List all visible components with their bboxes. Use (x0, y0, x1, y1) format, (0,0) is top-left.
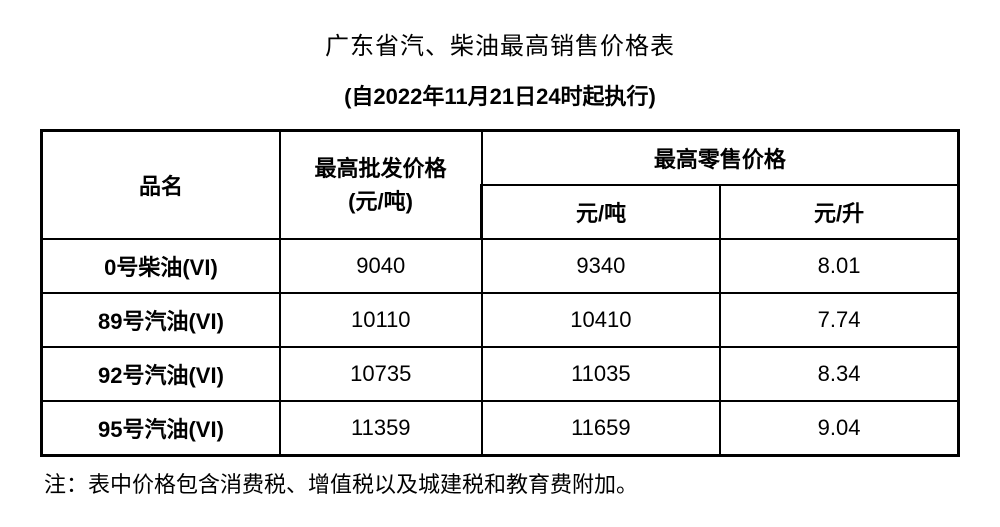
header-retail-liter: 元/升 (720, 185, 958, 239)
table-row: 95号汽油(VI) 11359 11659 9.04 (42, 401, 959, 456)
cell-name: 95号汽油(VI) (42, 401, 280, 456)
cell-name: 92号汽油(VI) (42, 347, 280, 401)
cell-name: 0号柴油(VI) (42, 239, 280, 293)
page-subtitle: (自2022年11月21日24时起执行) (40, 79, 960, 111)
cell-wholesale: 10110 (280, 293, 482, 347)
footnote: 注：表中价格包含消费税、增值税以及城建税和教育费附加。 (40, 467, 960, 499)
table-row: 0号柴油(VI) 9040 9340 8.01 (42, 239, 959, 293)
cell-wholesale: 11359 (280, 401, 482, 456)
table-row: 89号汽油(VI) 10110 10410 7.74 (42, 293, 959, 347)
header-wholesale-label: 最高批发价格 (287, 152, 474, 185)
cell-wholesale: 9040 (280, 239, 482, 293)
price-table: 品名 最高批发价格 (元/吨) 最高零售价格 元/吨 元/升 0号柴油(VI) … (40, 129, 960, 457)
cell-retail-ton: 10410 (482, 293, 720, 347)
header-retail: 最高零售价格 (482, 131, 959, 186)
header-name: 品名 (42, 131, 280, 240)
cell-retail-liter: 8.34 (720, 347, 958, 401)
table-row: 92号汽油(VI) 10735 11035 8.34 (42, 347, 959, 401)
cell-retail-liter: 8.01 (720, 239, 958, 293)
cell-name: 89号汽油(VI) (42, 293, 280, 347)
cell-retail-ton: 9340 (482, 239, 720, 293)
header-wholesale-unit: (元/吨) (287, 185, 474, 218)
header-retail-ton: 元/吨 (482, 185, 720, 239)
cell-wholesale: 10735 (280, 347, 482, 401)
cell-retail-liter: 9.04 (720, 401, 958, 456)
header-wholesale: 最高批发价格 (元/吨) (280, 131, 482, 240)
cell-retail-liter: 7.74 (720, 293, 958, 347)
cell-retail-ton: 11035 (482, 347, 720, 401)
page-title: 广东省汽、柴油最高销售价格表 (40, 26, 960, 61)
cell-retail-ton: 11659 (482, 401, 720, 456)
